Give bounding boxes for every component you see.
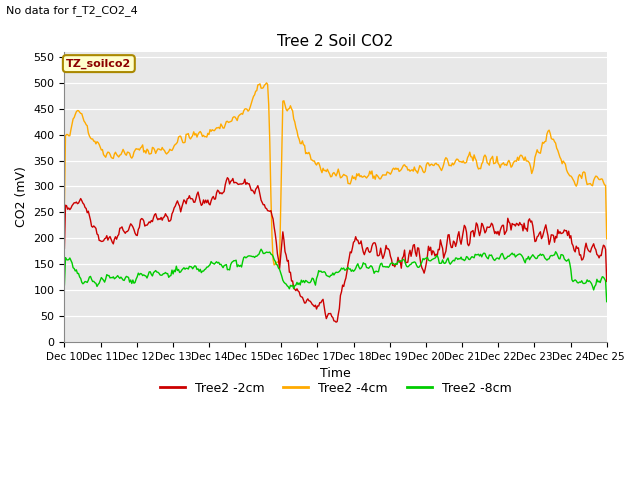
Tree2 -2cm <box>319 297 327 302</box>
Tree2 -8cm <box>603 299 611 304</box>
Tree2 -2cm <box>603 278 611 284</box>
Tree2 -4cm <box>508 164 515 170</box>
Text: TZ_soilco2: TZ_soilco2 <box>66 59 131 69</box>
Tree2 -8cm <box>319 269 327 275</box>
Tree2 -4cm <box>324 167 332 172</box>
Tree2 -2cm <box>223 175 231 180</box>
Legend: Tree2 -2cm, Tree2 -4cm, Tree2 -8cm: Tree2 -2cm, Tree2 -4cm, Tree2 -8cm <box>155 376 516 399</box>
Tree2 -4cm <box>320 168 328 173</box>
Line: Tree2 -2cm: Tree2 -2cm <box>65 178 607 322</box>
Tree2 -2cm <box>356 240 364 246</box>
Tree2 -8cm <box>61 282 68 288</box>
Y-axis label: CO2 (mV): CO2 (mV) <box>15 167 28 228</box>
Tree2 -2cm <box>592 247 600 252</box>
Tree2 -2cm <box>385 248 393 253</box>
Tree2 -4cm <box>385 170 393 176</box>
Title: Tree 2 Soil CO2: Tree 2 Soil CO2 <box>277 34 394 49</box>
Line: Tree2 -8cm: Tree2 -8cm <box>65 249 607 301</box>
Tree2 -8cm <box>323 273 330 278</box>
Tree2 -4cm <box>356 174 364 180</box>
Tree2 -8cm <box>355 264 363 270</box>
X-axis label: Time: Time <box>320 367 351 380</box>
Tree2 -2cm <box>508 227 515 233</box>
Tree2 -8cm <box>257 246 265 252</box>
Text: No data for f_T2_CO2_4: No data for f_T2_CO2_4 <box>6 5 138 16</box>
Tree2 -2cm <box>332 319 340 325</box>
Tree2 -4cm <box>603 236 611 241</box>
Tree2 -8cm <box>385 264 392 270</box>
Tree2 -4cm <box>61 202 68 208</box>
Tree2 -2cm <box>61 245 68 251</box>
Tree2 -8cm <box>506 252 514 258</box>
Line: Tree2 -4cm: Tree2 -4cm <box>65 83 607 265</box>
Tree2 -4cm <box>262 80 270 86</box>
Tree2 -2cm <box>323 316 330 322</box>
Tree2 -4cm <box>592 173 600 179</box>
Tree2 -8cm <box>591 284 598 289</box>
Tree2 -4cm <box>270 262 278 268</box>
